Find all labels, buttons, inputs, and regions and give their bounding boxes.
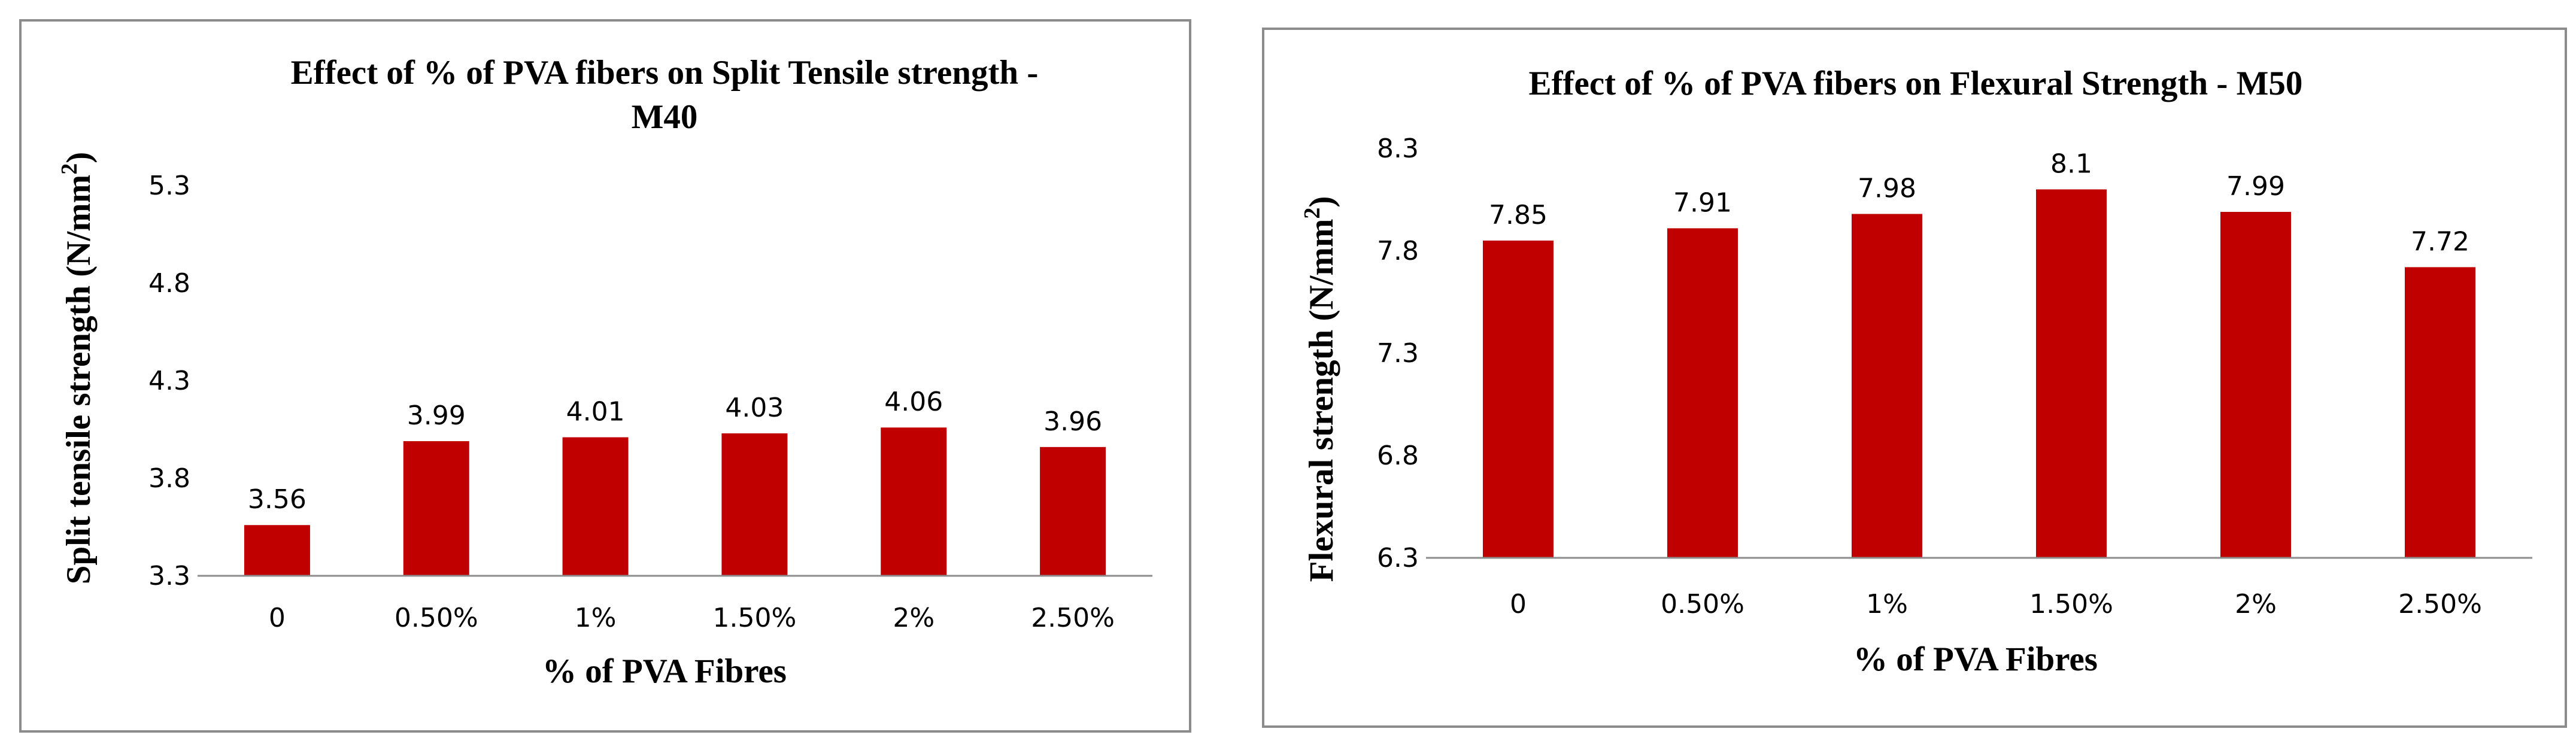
x-tick-label: 1.50% xyxy=(2029,589,2113,620)
x-tick-label: 0.50% xyxy=(1661,589,1744,620)
bar-2.50% xyxy=(1040,447,1106,576)
y-tick-label: 3.3 xyxy=(148,561,190,591)
x-tick-label: 1% xyxy=(575,603,617,633)
x-tick-label: 2.50% xyxy=(2398,589,2482,620)
bar-0.50% xyxy=(1667,228,1738,558)
y-tick-label: 7.8 xyxy=(1377,236,1419,266)
bars xyxy=(244,427,1106,576)
bar-0 xyxy=(244,525,310,576)
data-labels: 3.56 3.99 4.01 4.03 4.06 3.96 xyxy=(248,387,1102,515)
x-tick-label: 2% xyxy=(893,603,934,633)
y-axis-title: Flexural strength (N/mm2) xyxy=(1300,196,1340,582)
y-tick-label: 8.3 xyxy=(1377,133,1419,164)
x-tick-label: 0 xyxy=(1510,589,1527,620)
x-axis-title: % of PVA Fibres xyxy=(1853,640,2098,678)
y-axis-title: Split tensile strength (N/mm2) xyxy=(57,152,98,585)
y-tick-label: 5.3 xyxy=(148,171,190,201)
data-label: 3.96 xyxy=(1043,406,1102,437)
y-tick-label: 4.3 xyxy=(148,366,190,396)
data-label: 4.03 xyxy=(725,393,784,423)
bar-2.50% xyxy=(2405,267,2475,558)
bar-1% xyxy=(1852,214,1922,558)
x-tick-label: 0 xyxy=(269,603,286,633)
chart-frame xyxy=(19,19,1191,733)
y-tick-label: 6.8 xyxy=(1377,441,1419,471)
data-labels: 7.85 7.91 7.98 8.1 7.99 7.72 xyxy=(1489,148,2469,257)
x-tick-label: 1.50% xyxy=(713,603,797,633)
bar-2% xyxy=(2220,212,2291,558)
x-ticks: 0 0.50% 1% 1.50% 2% 2.50% xyxy=(1510,589,2482,620)
bar-1% xyxy=(562,437,629,576)
data-label: 4.06 xyxy=(884,387,943,417)
data-label: 7.85 xyxy=(1489,200,1548,230)
bar-1.50% xyxy=(721,433,788,576)
data-label: 4.01 xyxy=(566,397,625,427)
y-tick-label: 7.3 xyxy=(1377,338,1419,369)
x-axis-title: % of PVA Fibres xyxy=(542,652,787,690)
bars xyxy=(1483,189,2475,558)
y-tick-label: 4.8 xyxy=(148,268,190,299)
y-tick-label: 6.3 xyxy=(1377,543,1419,573)
data-label: 7.98 xyxy=(1858,173,1916,204)
bar-1.50% xyxy=(2036,189,2107,558)
x-tick-label: 1% xyxy=(1866,589,1908,620)
x-tick-label: 0.50% xyxy=(395,603,478,633)
x-tick-label: 2% xyxy=(2235,589,2277,620)
y-ticks: 3.3 3.8 4.3 4.8 5.3 xyxy=(148,171,190,591)
split-tensile-chart: Effect of % of PVA fibers on Split Tensi… xyxy=(19,19,1191,733)
data-label: 7.91 xyxy=(1673,187,1732,218)
bar-0.50% xyxy=(403,441,469,576)
bar-0 xyxy=(1483,240,1554,558)
flexural-strength-chart: Effect of % of PVA fibers on Flexural St… xyxy=(1262,28,2567,728)
chart-title-line-1: Effect of % of PVA fibers on Flexural St… xyxy=(1529,65,2303,102)
data-label: 7.99 xyxy=(2226,171,2285,202)
data-label: 7.72 xyxy=(2411,226,2469,257)
data-label: 3.56 xyxy=(248,484,307,515)
x-ticks: 0 0.50% 1% 1.50% 2% 2.50% xyxy=(269,603,1115,633)
data-label: 8.1 xyxy=(2050,148,2092,179)
chart-title-line-1: Effect of % of PVA fibers on Split Tensi… xyxy=(291,54,1039,92)
bar-2% xyxy=(881,427,947,576)
x-tick-label: 2.50% xyxy=(1031,603,1115,633)
chart-title-line-2: M40 xyxy=(632,98,698,136)
data-label: 3.99 xyxy=(407,400,466,431)
y-tick-label: 3.8 xyxy=(148,463,190,494)
y-ticks: 6.3 6.8 7.3 7.8 8.3 xyxy=(1377,133,1419,573)
